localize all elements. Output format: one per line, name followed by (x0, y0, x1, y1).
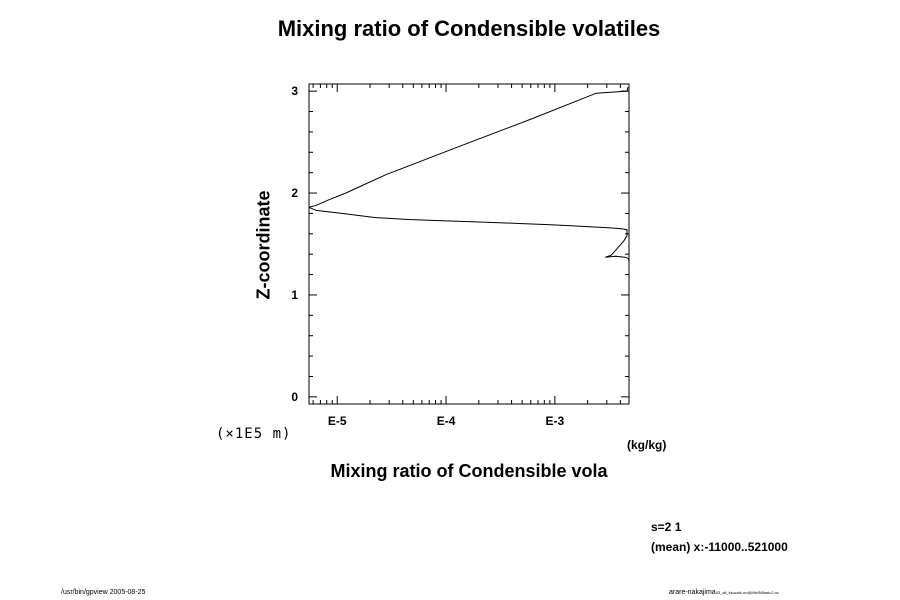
x-unit-label: (kg/kg) (627, 438, 667, 452)
y-tick-label: 3 (291, 84, 298, 98)
y-axis-label: Z-coordinate (253, 190, 274, 300)
chart-title: Mixing ratio of Condensible volatiles (277, 16, 661, 41)
series-line (309, 86, 629, 263)
y-tick-label: 0 (291, 390, 298, 404)
subtitle-line-2: (mean) x:-11000..521000 (651, 540, 788, 554)
x-tick-label: E-5 (328, 414, 347, 428)
footer-right-main: arare-nakajima (669, 589, 716, 596)
x-tick-label: E-4 (437, 414, 456, 428)
subtitle-line-1: s=2 1 (651, 520, 682, 534)
footer-left: /usr/bin/gpview 2005-08-25 (61, 589, 146, 596)
footer-right: arare-nakajima03_all_ksuzuki.nc@MixRtBas… (669, 589, 779, 596)
x-tick-label: E-3 (546, 414, 565, 428)
x-axis-label: Mixing ratio of Condensible vola (330, 461, 608, 481)
y-tick-label: 1 (291, 288, 298, 302)
footer-right-small: 03_all_ksuzuki.nc@MixRtBasic2.nc (715, 590, 779, 595)
y-tick-label: 2 (291, 186, 298, 200)
y-scale-note: (×1E5 m) (216, 426, 292, 442)
plot-frame (308, 83, 630, 405)
